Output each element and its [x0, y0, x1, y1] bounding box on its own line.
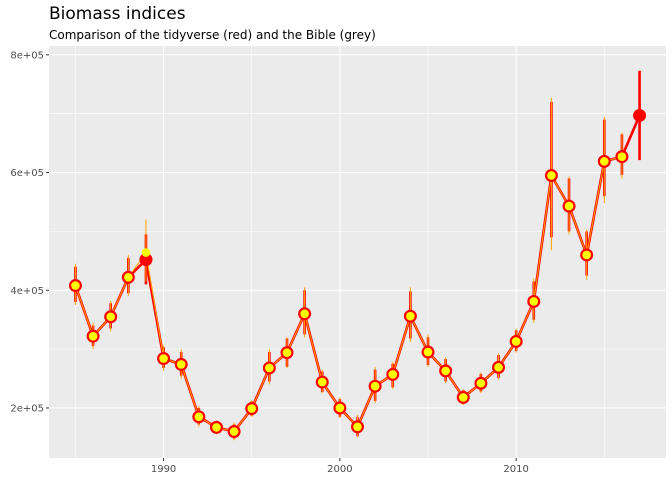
- bible-point: [406, 311, 415, 321]
- bible-point: [141, 248, 151, 257]
- bible-point: [529, 297, 539, 306]
- bible-point: [564, 201, 574, 211]
- bible-point: [282, 348, 292, 357]
- series-layer: [68, 70, 647, 441]
- bible-point: [300, 309, 309, 319]
- tidyverse-point: [633, 108, 647, 122]
- x-tick-label: 2010: [503, 464, 528, 475]
- plot-panel: [49, 46, 666, 458]
- bible-point: [265, 363, 274, 373]
- bible-point: [335, 403, 345, 413]
- axes-layer: 1990 2000 2010 2e+05 4e+05 6e+05 8e+05: [10, 50, 529, 475]
- x-tick-label: 1990: [151, 464, 176, 475]
- bible-point: [317, 377, 327, 387]
- bible-point: [194, 412, 204, 422]
- bible-point: [106, 312, 115, 322]
- bible-point: [388, 370, 398, 379]
- bible-point: [547, 171, 556, 180]
- bible-point: [247, 404, 257, 413]
- bible-point: [159, 354, 168, 363]
- chart-title: Biomass indices: [49, 4, 186, 24]
- x-tick-label: 2000: [327, 464, 352, 475]
- bible-point: [124, 273, 133, 282]
- bible-point: [476, 378, 486, 388]
- chart-subtitle: Comparison of the tidyverse (red) and th…: [49, 28, 376, 42]
- tidyverse-point: [139, 253, 153, 267]
- bible-point: [176, 360, 186, 369]
- major-gridlines: [49, 46, 666, 458]
- bible-point: [370, 381, 380, 391]
- bible-point: [511, 337, 521, 346]
- bible-point: [600, 157, 609, 166]
- y-tick-label: 2e+05: [10, 403, 44, 414]
- bible-point: [423, 347, 433, 357]
- bible-point: [441, 366, 450, 376]
- bible-point: [71, 281, 80, 290]
- minor-gridlines: [49, 46, 666, 458]
- bible-point: [617, 152, 627, 161]
- bible-point: [212, 423, 221, 432]
- bible-point: [458, 393, 468, 402]
- bible-point: [88, 331, 98, 341]
- y-tick-label: 4e+05: [10, 286, 44, 297]
- bible-point: [582, 250, 591, 260]
- y-tick-label: 8e+05: [10, 50, 44, 61]
- y-tick-label: 6e+05: [10, 168, 44, 179]
- bible-point: [494, 363, 503, 372]
- bible-point: [229, 427, 239, 436]
- bible-point: [353, 422, 362, 432]
